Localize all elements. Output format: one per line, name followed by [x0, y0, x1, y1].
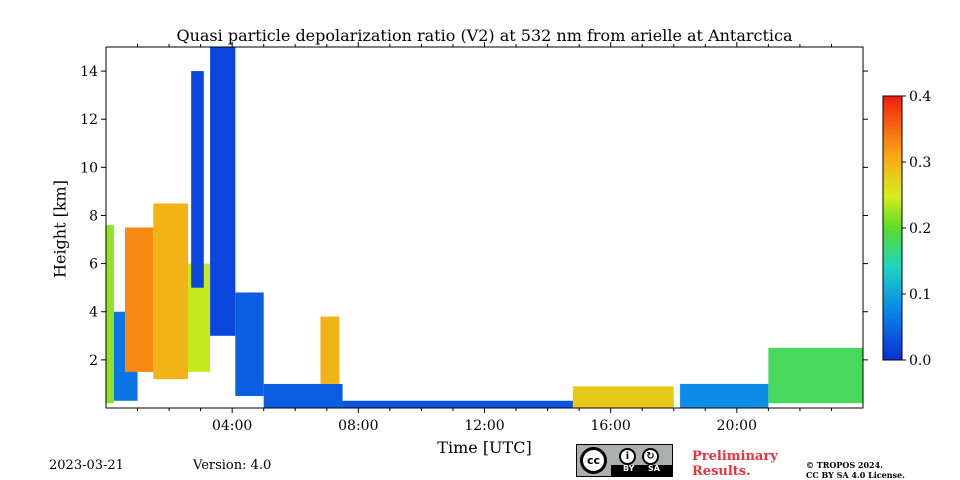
x-tick-label-4: 20:00 [717, 418, 757, 434]
heatmap-cell-11 [572, 386, 674, 408]
heatmap-cell-7 [235, 292, 264, 396]
heatmap-cell-8 [263, 383, 343, 408]
cc-badge-band: BY SA [611, 464, 672, 476]
x-axis-label: Time [UTC] [437, 438, 532, 457]
preliminary-line-2: Results. [692, 464, 751, 479]
heatmap-cell-6 [210, 47, 236, 336]
colorbar [882, 95, 903, 361]
heatmap-cell-2 [124, 227, 154, 372]
y-axis-ticks: 2 4 6 8 10 12 14 [80, 64, 868, 369]
heatmap-cell-0 [106, 225, 114, 404]
share-alike-icon: ↻ [642, 448, 659, 465]
heatmap-cell-3 [153, 203, 189, 380]
heatmap-cell-12 [680, 383, 769, 408]
y-tick-label-2: 6 [89, 257, 98, 273]
preliminary-notice: Preliminary Results. [692, 449, 778, 479]
colorbar-ticks: 0.0 0.1 0.2 0.3 0.4 [902, 89, 931, 369]
y-tick-label-5: 12 [80, 112, 98, 128]
x-tick-label-1: 08:00 [338, 418, 378, 434]
version-label: Version: 4.0 [193, 458, 272, 473]
y-tick-label-0: 2 [89, 353, 98, 369]
colorbar-tick-label-3: 0.3 [909, 155, 931, 171]
heatmap-cell-10 [342, 400, 580, 408]
attribution-icon: i [619, 448, 636, 465]
cc-sa-label: SA [648, 464, 660, 473]
y-tick-label-3: 8 [89, 208, 98, 224]
y-tick-label-6: 14 [80, 64, 98, 80]
colorbar-tick-label-2: 0.2 [909, 221, 931, 237]
heatmap-cell-5 [191, 71, 204, 288]
y-tick-label-1: 4 [89, 305, 98, 321]
cc-by-label: BY [623, 464, 635, 473]
x-tick-label-2: 12:00 [464, 418, 504, 434]
heatmap-cell-9 [320, 316, 340, 384]
cc-license-badge: cc i ↻ BY SA [576, 444, 673, 477]
y-axis-label: Height [km] [50, 180, 70, 278]
heatmap-cell-4 [188, 263, 211, 372]
chart-title: Quasi particle depolarization ratio (V2)… [176, 26, 793, 45]
colorbar-tick-label-4: 0.4 [909, 89, 931, 105]
heatmap-cell-13 [768, 347, 863, 404]
preliminary-line-1: Preliminary [692, 449, 778, 464]
copyright-line-2: CC BY SA 4.0 License. [806, 470, 905, 480]
heatmap-cells [106, 47, 863, 408]
cc-icon: cc [580, 447, 607, 474]
x-axis-ticks: 04:00 08:00 12:00 16:00 20:00 [137, 42, 832, 434]
copyright-line-1: © TROPOS 2024. [806, 460, 883, 470]
colorbar-tick-label-0: 0.0 [909, 353, 931, 369]
y-tick-label-4: 10 [80, 160, 98, 176]
copyright-notice: © TROPOS 2024. CC BY SA 4.0 License. [806, 460, 905, 480]
date-label: 2023-03-21 [49, 458, 124, 473]
x-tick-label-0: 04:00 [212, 418, 252, 434]
x-tick-label-3: 16:00 [590, 418, 630, 434]
colorbar-tick-label-1: 0.1 [909, 287, 931, 303]
